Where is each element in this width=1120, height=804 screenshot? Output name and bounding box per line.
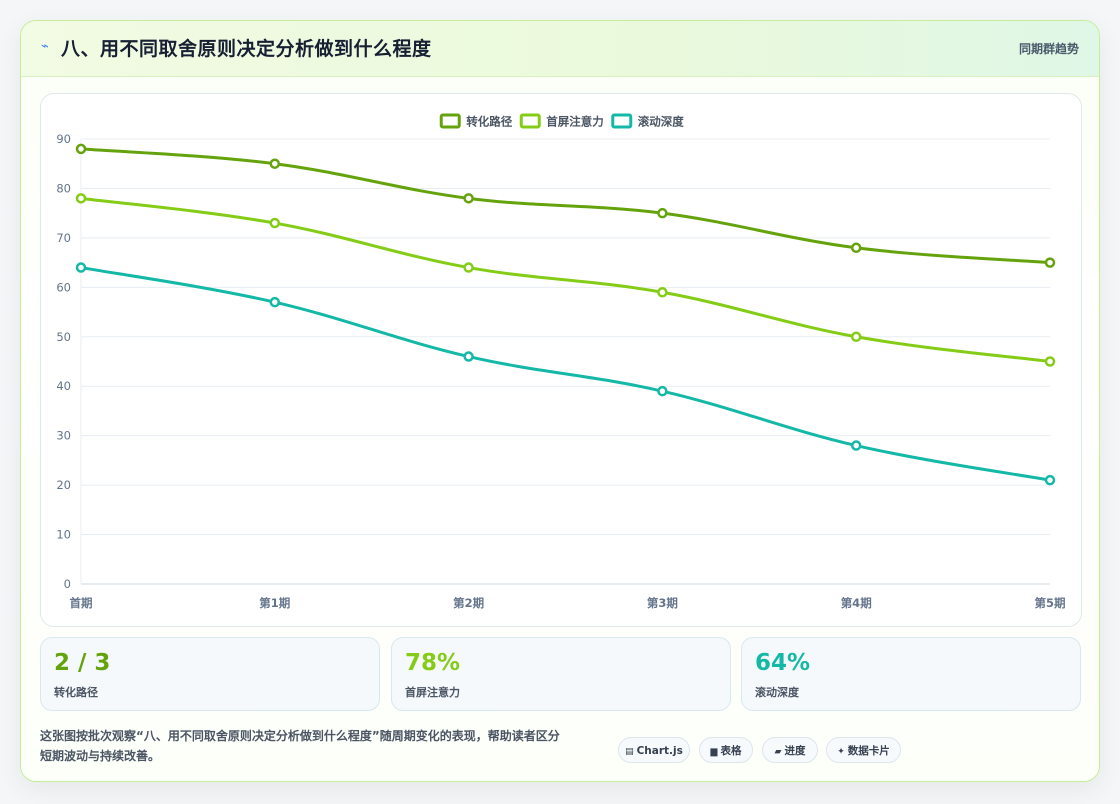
y-tick-label: 40 [56,379,71,393]
x-tick-label: 第5期 [1034,596,1065,610]
legend-label: 首屏注意力 [546,115,604,129]
table-icon: ▤ [625,747,634,757]
chip-table[interactable]: ▆ 表格 [699,737,753,763]
data-point [850,440,862,451]
legend-swatch [611,113,633,129]
chip-label: 表格 [720,745,742,757]
data-point [1044,356,1056,367]
series-line-1 [79,147,1052,265]
stat-label: 滚动深度 [755,686,799,699]
data-point [269,217,281,229]
data-point [850,331,862,343]
x-tick-label: 第2期 [453,596,484,610]
data-point [463,351,474,362]
lightning-icon: ⌁ [41,39,49,54]
sparkle-icon: ✦ [837,747,845,757]
x-tick-label: 第4期 [841,596,872,610]
legend-swatch [519,113,541,129]
data-point [269,296,281,308]
chip-progress[interactable]: ▰ 进度 [762,737,818,763]
grid-icon: ▆ [710,747,718,757]
legend-label: 滚动深度 [638,115,684,129]
description-line: 这张图按批次观察“八、用不同取舍原则决定分析做到什么程度”随周期变化的表现，帮助… [40,729,560,743]
card-header: ⌁ 八、用不同取舍原则决定分析做到什么程度 同期群趋势 [21,21,1099,77]
line-chart: 0 10 20 30 40 50 60 70 80 90 首期 第1期 第2期 第3期 第4期 第5期 转化路径… [56,113,1066,610]
y-tick-label: 10 [56,528,71,542]
data-point [463,262,474,273]
chart-panel: 0 10 20 30 40 50 60 70 80 90 首期 第1期 第2期 第3期 第4期 第5期 转化路径… [40,93,1082,627]
data-point [269,158,281,169]
progress-icon: ▰ [774,747,782,757]
x-tick-label: 第3期 [647,596,678,610]
data-point [1044,474,1056,486]
stat-card-conversion: 2 / 3 转化路径 [40,637,380,711]
cohort-trend-label: 同期群趋势 [1018,42,1079,56]
data-point [657,287,668,298]
stat-label: 首屏注意力 [405,686,460,699]
data-point [463,193,474,204]
data-point [75,193,87,204]
stat-card-scroll: 64% 滚动深度 [741,637,1081,711]
page-title: 八、用不同取舍原则决定分析做到什么程度 [61,38,432,60]
x-tick-label: 第1期 [259,596,290,610]
legend-swatch [439,113,461,129]
data-point [657,207,668,219]
y-tick-label: 70 [56,231,71,245]
chip-data-card[interactable]: ✦ 数据卡片 [826,737,901,763]
y-tick-label: 0 [64,577,71,591]
x-tick-label: 首期 [70,596,93,610]
description-line: 短期波动与持续改善。 [40,749,161,763]
chip-label: 进度 [784,745,806,757]
chip-label: 数据卡片 [847,745,890,757]
report-card: ⌁ 八、用不同取舍原则决定分析做到什么程度 同期群趋势 0 10 20 30 40 50 6… [20,20,1100,782]
data-point [1044,257,1056,268]
stat-value: 2 / 3 [54,650,111,676]
series-line-2 [79,196,1052,363]
series-line-3 [79,266,1052,482]
chart-description: 这张图按批次观察“八、用不同取舍原则决定分析做到什么程度”随周期变化的表现，帮助… [40,726,610,766]
data-point [850,242,862,254]
stat-card-attention: 78% 首屏注意力 [391,637,731,711]
chip-chartjs[interactable]: ▤ Chart.js [618,737,690,763]
stat-label: 转化路径 [54,686,98,699]
y-tick-label: 60 [56,280,71,294]
data-point [657,385,668,397]
legend-label: 转化路径 [466,115,512,129]
data-point [75,262,87,273]
stat-value: 64% [755,650,811,676]
y-tick-label: 30 [56,429,71,443]
stat-value: 78% [405,650,461,676]
y-tick-label: 80 [56,181,71,195]
y-tick-label: 90 [56,132,71,146]
data-point [75,143,87,155]
y-tick-label: 50 [56,330,71,344]
chip-label: Chart.js [636,745,683,757]
y-tick-label: 20 [56,478,71,492]
